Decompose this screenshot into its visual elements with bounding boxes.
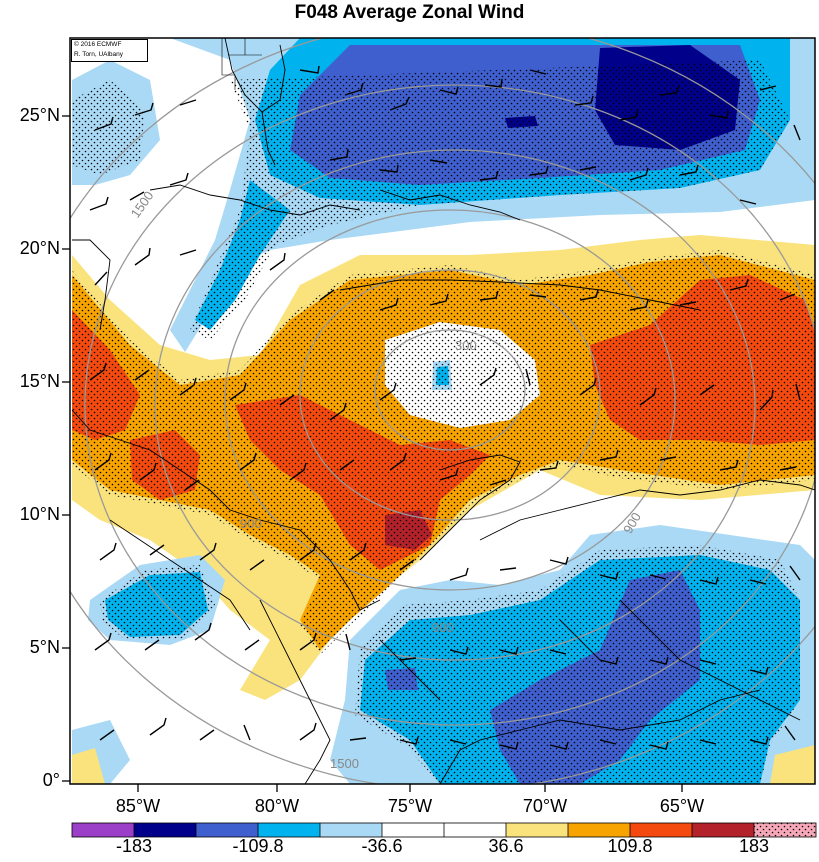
ring-label-1500: 1500: [330, 756, 359, 771]
colorbar-label: 183: [738, 836, 770, 856]
lat-label: 20°N: [19, 238, 60, 258]
colorbar-swatch: [196, 823, 258, 837]
colorbar-swatch: [568, 823, 630, 837]
colorbar-label: 109.8: [607, 836, 653, 856]
colorbar-swatch: [692, 823, 754, 837]
lat-label: 0°: [42, 770, 60, 790]
lon-label: 65°W: [659, 796, 705, 816]
wind-barbs: [89, 65, 801, 750]
colorbar-swatch: [134, 823, 196, 837]
colorbar-label: 36.6: [488, 836, 524, 856]
ring-label-300: 300: [455, 338, 477, 353]
lon-label: 75°W: [387, 796, 433, 816]
lon-label: 80°W: [254, 796, 300, 816]
colorbar-swatch: [72, 823, 134, 837]
colorbar-swatch: [444, 823, 506, 837]
state-borders: [221, 38, 262, 90]
ring-label-900: 900: [240, 516, 262, 531]
credit-line: R. Torn, UAlbany: [74, 51, 124, 58]
axis-ticks: [62, 115, 683, 792]
credit-line: © 2016 ECMWF: [74, 41, 122, 48]
colorbar-label: -109.8: [232, 836, 284, 856]
colorbar-swatch: [258, 823, 320, 837]
lat-label: 10°N: [19, 504, 60, 524]
colorbar-swatch: [382, 823, 444, 837]
colorbar: [71, 822, 817, 838]
map-title: F048 Average Zonal Wind: [294, 2, 525, 23]
credit-box: © 2016 ECMWF R. Torn, UAlbany: [71, 39, 148, 62]
map-frame: [69, 37, 816, 785]
lat-label: 5°N: [29, 637, 60, 657]
colorbar-swatch: [320, 823, 382, 837]
colorbar-label: -36.6: [361, 836, 403, 856]
lat-label: 15°N: [19, 371, 60, 391]
range-rings: [70, 38, 815, 784]
colorbar-swatch: [506, 823, 568, 837]
colorbar-label: -183: [115, 836, 153, 856]
lat-label: 25°N: [19, 105, 60, 125]
lon-label: 70°W: [522, 796, 568, 816]
ring-label-900: 900: [432, 620, 454, 635]
colorbar-swatch: [630, 823, 692, 837]
coastlines: [71, 38, 815, 784]
lon-label: 85°W: [115, 796, 161, 816]
